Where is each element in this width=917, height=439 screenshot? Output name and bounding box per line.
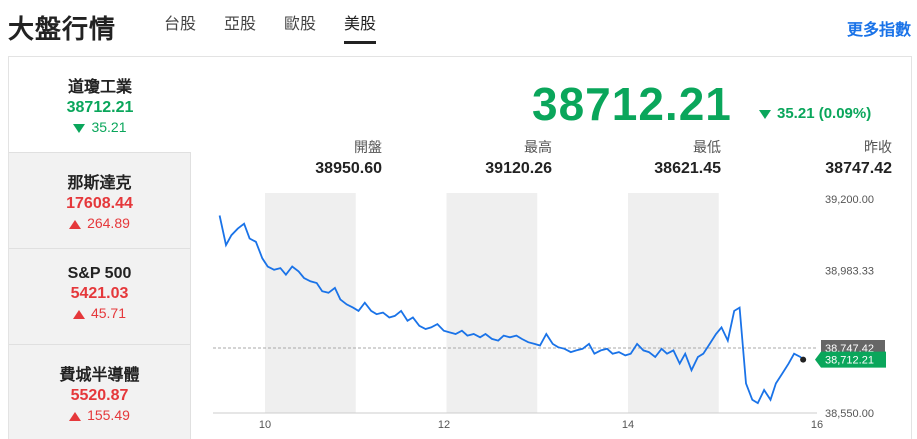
down-triangle-icon [759, 109, 771, 119]
price-change: 35.21 (0.09%) [759, 105, 871, 122]
stat-label: 昨收 [864, 139, 892, 155]
sidebar-item-value: 5421.03 [70, 285, 129, 302]
sidebar-item-name: 道瓊工業 [67, 79, 132, 96]
stat-open: 開盤 38950.60 [262, 137, 382, 178]
stat-label: 開盤 [354, 139, 382, 155]
quote-stats: 開盤 38950.60 最高 39120.26 最低 38621.45 昨收 3… [209, 137, 899, 181]
page-title: 大盤行情 [8, 14, 117, 44]
sidebar-item-change: 155.49 [9, 407, 190, 423]
sidebar-item-name: 費城半導體 [59, 367, 140, 384]
sidebar-item-change: 45.71 [9, 305, 190, 321]
stat-label: 最高 [524, 139, 552, 155]
down-triangle-icon [73, 123, 86, 133]
index-sidebar: 道瓊工業 38712.21 35.21 那斯達克 17608.44 264.89… [9, 57, 191, 439]
change-value: 264.89 [87, 215, 130, 231]
tab-tw[interactable]: 台股 [164, 16, 197, 33]
stat-value: 39120.26 [485, 160, 552, 177]
sidebar-item-value: 38712.21 [66, 99, 134, 116]
stat-label: 最低 [693, 139, 721, 155]
stat-high: 最高 39120.26 [432, 137, 552, 178]
price-change-value: 35.21 (0.09%) [777, 105, 872, 122]
sidebar-item-dow[interactable]: 道瓊工業 38712.21 35.21 [9, 57, 191, 153]
change-value: 155.49 [87, 407, 130, 423]
tab-us[interactable]: 美股 [344, 14, 377, 44]
sidebar-item-change: 35.21 [9, 119, 191, 135]
up-triangle-icon [72, 309, 85, 319]
up-triangle-icon [69, 411, 82, 421]
sidebar-item-sp500[interactable]: S&P 500 5421.03 45.71 [9, 249, 191, 345]
stat-value: 38621.45 [654, 160, 721, 177]
sidebar-item-value: 17608.44 [66, 195, 133, 212]
stat-value: 38747.42 [825, 160, 892, 177]
up-triangle-icon [69, 219, 82, 229]
stat-prev-close: 昨收 38747.42 [772, 137, 892, 178]
sidebar-item-sox[interactable]: 費城半導體 5520.87 155.49 [9, 345, 191, 439]
sidebar-item-nasdaq[interactable]: 那斯達克 17608.44 264.89 [9, 153, 191, 249]
more-indices-link[interactable]: 更多指數 [846, 22, 911, 39]
change-value: 35.21 [91, 119, 127, 135]
sidebar-item-name: 那斯達克 [67, 175, 132, 192]
current-price: 38712.21 [532, 78, 732, 130]
header: 大盤行情 台股 亞股 歐股 美股 更多指數 [0, 0, 917, 50]
sidebar-item-value: 5520.87 [70, 387, 129, 404]
stat-low: 最低 38621.45 [601, 137, 721, 178]
stat-value: 38950.60 [315, 160, 382, 177]
sidebar-item-name: S&P 500 [67, 265, 132, 282]
tab-asia[interactable]: 亞股 [224, 16, 257, 33]
quote-panel: 道瓊工業 38712.21 35.21 那斯達克 17608.44 264.89… [8, 56, 912, 439]
market-tabs: 台股 亞股 歐股 美股 [164, 14, 404, 44]
change-value: 45.71 [90, 305, 127, 321]
tab-europe[interactable]: 歐股 [284, 16, 317, 33]
sidebar-item-change: 264.89 [9, 215, 190, 231]
